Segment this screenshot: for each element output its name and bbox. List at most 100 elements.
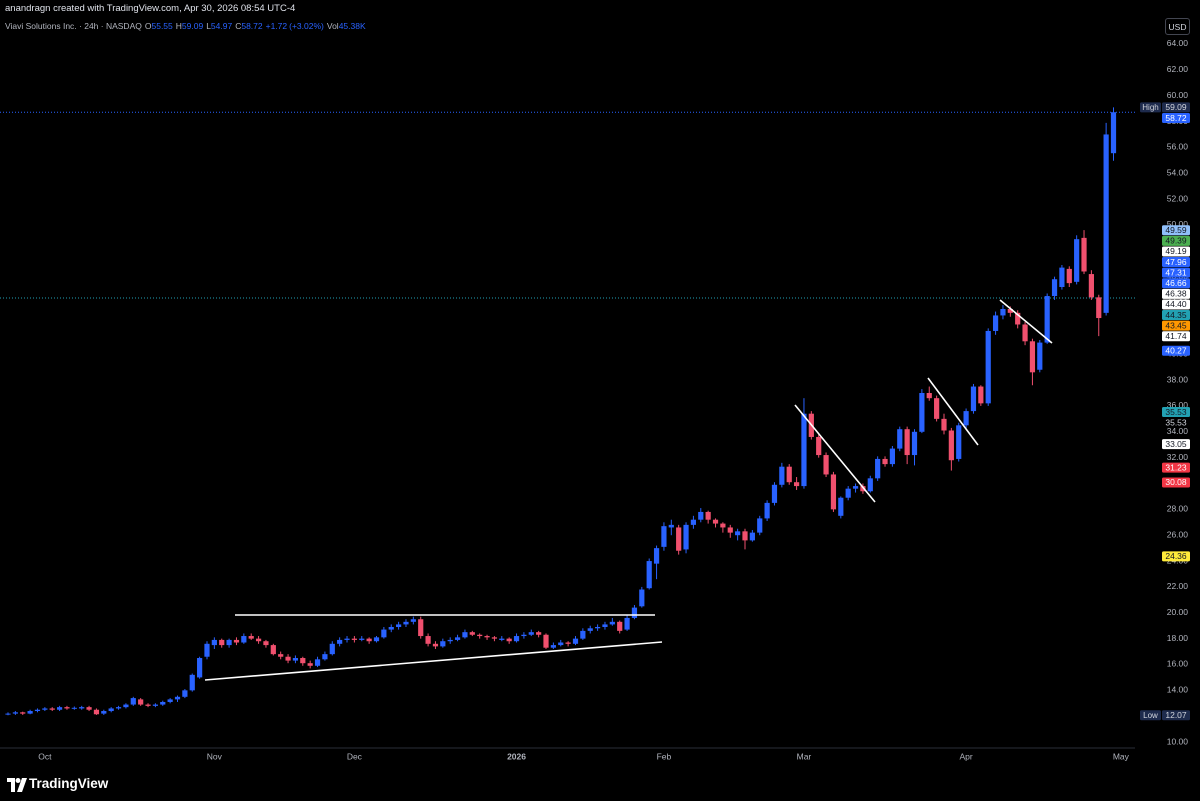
price-badge-tag <box>1140 710 1161 721</box>
legend-key: L <box>206 21 211 31</box>
candle-body <box>845 488 851 498</box>
y-tick-label: 38.00 <box>1167 374 1189 384</box>
price-badge-label: 44.35 <box>1165 310 1187 320</box>
candle-body <box>1103 134 1109 313</box>
candle-body <box>12 712 18 714</box>
price-badge <box>1162 320 1190 331</box>
candle-body <box>263 641 269 646</box>
attribution: anandragn created with TradingView.com, … <box>5 3 296 14</box>
trend-line <box>204 641 663 681</box>
y-tick-label: 10.00 <box>1167 736 1189 746</box>
candle-body <box>1096 297 1102 319</box>
candle-body <box>462 632 468 638</box>
candle-body <box>477 634 483 637</box>
price-badge-label: 30.08 <box>1165 477 1187 487</box>
brand-name: TradingView <box>29 776 109 791</box>
candle-body <box>469 632 475 635</box>
price-badge-tag-label: Low <box>1143 711 1158 720</box>
x-tick-label: Feb <box>657 751 672 761</box>
legend-value: 59.09 <box>181 21 204 31</box>
candle-body <box>963 411 969 426</box>
candle-body <box>757 518 763 533</box>
price-badge-label: 49.19 <box>1165 246 1187 256</box>
candle-body <box>381 629 387 638</box>
price-badge-label: 43.45 <box>1165 320 1187 330</box>
candle-body <box>5 713 11 715</box>
candle-body <box>639 589 645 607</box>
legend-key: Vol <box>326 21 339 31</box>
candle-body <box>359 638 365 640</box>
candle-body <box>1066 268 1072 284</box>
y-tick-label: 22.00 <box>1167 581 1189 591</box>
candle-body <box>79 707 85 709</box>
candle-body <box>631 607 638 618</box>
candle-body <box>889 448 895 465</box>
y-tick-label: 62.00 <box>1167 64 1189 74</box>
candle-body <box>160 701 166 705</box>
candle-body <box>668 524 674 528</box>
candle-body <box>661 526 667 547</box>
trend-line <box>794 404 876 503</box>
price-badge <box>1162 113 1190 124</box>
candle-body <box>727 527 733 533</box>
candle-body <box>816 436 822 456</box>
candle-body <box>793 482 800 487</box>
currency-button[interactable]: USD <box>1165 18 1190 35</box>
candle-body <box>418 619 424 637</box>
candle-body <box>440 641 446 647</box>
y-tick-label: 52.00 <box>1167 193 1189 203</box>
legend-key: O <box>144 21 152 31</box>
y-tick-label: 64.00 <box>1167 38 1189 48</box>
candle-body <box>742 531 748 541</box>
candle-body <box>771 484 778 503</box>
candle-body <box>182 690 188 697</box>
x-tick-label: Oct <box>38 751 52 761</box>
price-badge <box>1162 102 1190 113</box>
price-badge <box>1162 551 1190 562</box>
candle-body <box>941 418 947 431</box>
candle-body <box>992 315 999 331</box>
price-badge-label: 47.96 <box>1165 257 1187 267</box>
price-badge <box>1162 345 1190 356</box>
y-tick-label: 32.00 <box>1167 452 1189 462</box>
price-badge <box>1162 246 1190 257</box>
candle-body <box>875 458 881 479</box>
price-badge-label: 24.36 <box>1165 551 1187 561</box>
candle-body <box>329 643 335 655</box>
candle-body <box>20 712 26 714</box>
legend-value: 55.55 <box>151 21 173 31</box>
candle-body <box>683 524 689 550</box>
y-tick-label: 20.00 <box>1167 607 1189 617</box>
price-badge <box>1162 331 1190 342</box>
x-tick-label: Apr <box>959 751 972 761</box>
drawings <box>204 299 1053 681</box>
candle-body <box>307 663 313 666</box>
price-badge-tag-label: High <box>1142 103 1158 112</box>
price-badge-label: 44.40 <box>1165 299 1187 309</box>
legend-key: C <box>235 21 242 31</box>
candle-body <box>123 704 129 708</box>
candle-body <box>211 639 217 646</box>
candle-body <box>506 638 512 642</box>
candle-body <box>108 708 114 712</box>
candle-body <box>1051 279 1058 297</box>
price-badge <box>1162 267 1190 278</box>
candle-body <box>314 659 321 666</box>
plot: Oct Nov Dec 2026 Feb Mar Apr May <box>0 107 1135 761</box>
candle-body <box>34 709 41 712</box>
candle-body <box>956 425 962 459</box>
trend-line <box>927 377 979 446</box>
candle-body <box>27 711 33 714</box>
candle-body <box>595 626 601 629</box>
candle-body <box>1110 112 1117 154</box>
price-badge <box>1162 710 1190 721</box>
candle-body <box>241 636 247 643</box>
candle-body <box>653 548 660 564</box>
candle-body <box>786 466 792 483</box>
candle-body <box>521 634 527 637</box>
legend: Viavi Solutions Inc. · 24h · NASDAQ O55.5… <box>5 21 366 31</box>
price-badge-label: 58.72 <box>1165 113 1187 123</box>
candle-body <box>580 630 586 639</box>
